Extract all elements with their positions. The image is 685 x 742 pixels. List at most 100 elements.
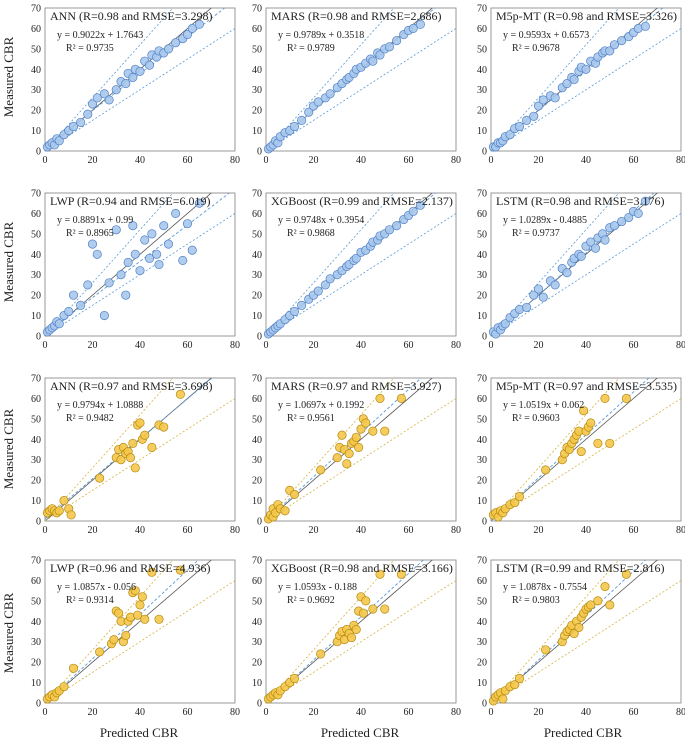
data-point xyxy=(569,74,579,85)
x-tick-label: 20 xyxy=(309,525,319,536)
y-tick-label: 40 xyxy=(477,617,487,628)
data-points xyxy=(42,19,204,152)
data-point xyxy=(147,442,157,453)
data-points xyxy=(488,21,650,152)
data-point xyxy=(325,274,335,284)
data-point xyxy=(144,60,155,70)
data-point xyxy=(392,36,402,46)
x-tick-label: 40 xyxy=(581,707,591,718)
y-tick-label: 50 xyxy=(477,414,487,425)
data-point xyxy=(529,111,539,121)
data-point xyxy=(624,212,634,223)
x-tick-label: 20 xyxy=(88,340,98,351)
y-tick-label: 60 xyxy=(477,24,487,35)
y-tick-label: 10 xyxy=(477,496,487,507)
data-point xyxy=(121,79,131,89)
x-tick-label: 60 xyxy=(183,340,193,351)
x-tick-label: 40 xyxy=(356,340,366,351)
data-point xyxy=(617,36,627,46)
y-tick-label: 30 xyxy=(252,637,262,648)
lower-band-line xyxy=(266,213,456,336)
r-squared: R² = 0.8965 xyxy=(66,228,114,239)
y-tick-label: 0 xyxy=(482,147,487,158)
y-axis-title-row-3: Measured CBR xyxy=(1,408,16,489)
data-point xyxy=(123,257,133,268)
panels: 0 20 40 60 80 0 10 20 30 40 50 60 70 ANN (R=0.98 and … xyxy=(31,4,685,719)
data-points xyxy=(263,200,425,339)
data-points xyxy=(42,389,185,520)
y-tick-label: 40 xyxy=(252,250,262,261)
y-tick-label: 20 xyxy=(31,658,41,669)
identity-line xyxy=(45,193,212,336)
data-point xyxy=(109,635,119,645)
y-tick-label: 40 xyxy=(252,617,262,628)
y-tick-label: 40 xyxy=(477,250,487,261)
panel-title: XGBoost (R=0.99 and RMSE=2.137) xyxy=(271,194,453,208)
r-squared: R² = 0.9561 xyxy=(287,413,335,424)
y-tick-label: 70 xyxy=(477,4,487,15)
data-point xyxy=(175,389,185,399)
y-tick-label: 50 xyxy=(477,229,487,240)
y-tick-label: 70 xyxy=(31,556,41,567)
x-tick-label: 60 xyxy=(404,155,414,166)
lower-band-line xyxy=(45,398,235,521)
data-point xyxy=(92,249,102,259)
panel-title: LWP (R=0.94 and RMSE=6.019) xyxy=(50,194,211,208)
y-tick-label: 30 xyxy=(31,637,41,648)
lower-band-line xyxy=(491,213,681,336)
y-tick-label: 20 xyxy=(477,106,487,117)
data-point xyxy=(116,270,126,280)
panel-6: 0 20 40 60 80 0 10 20 30 40 50 60 70 LSTM (R=0.98 and… xyxy=(477,189,685,352)
y-tick-label: 0 xyxy=(36,699,41,710)
panel-title: M5p-MT (R=0.97 and RMSE=3.535) xyxy=(496,379,677,393)
x-tick-label: 40 xyxy=(356,525,366,536)
y-tick-label: 70 xyxy=(477,374,487,385)
data-point xyxy=(609,221,620,231)
tick-labels: 0 20 40 60 80 0 10 20 30 40 50 60 70 xyxy=(477,556,685,719)
regression-equation: y = 0.9593x + 0.6573 xyxy=(503,30,589,41)
panel-title: ANN (R=0.97 and RMSE=3.698) xyxy=(50,379,213,393)
panel-title: LSTM (R=0.99 and RMSE=2.816) xyxy=(496,561,665,575)
regression-equation: y = 1.0857x - 0.056 xyxy=(57,582,136,593)
data-point xyxy=(368,604,378,614)
data-point xyxy=(541,465,551,475)
y-tick-label: 10 xyxy=(252,496,262,507)
data-point xyxy=(356,424,366,434)
data-point xyxy=(121,631,131,641)
r-squared: R² = 0.9803 xyxy=(512,595,560,606)
x-tick-label: 0 xyxy=(43,155,48,166)
y-tick-label: 70 xyxy=(252,556,262,567)
r-squared: R² = 0.9735 xyxy=(66,43,114,54)
data-point xyxy=(135,418,145,428)
x-tick-label: 0 xyxy=(264,340,269,351)
y-tick-label: 10 xyxy=(252,126,262,137)
y-tick-label: 30 xyxy=(477,270,487,281)
data-point xyxy=(316,649,326,659)
data-point xyxy=(95,647,105,657)
tick-labels: 0 20 40 60 80 0 10 20 30 40 50 60 70 xyxy=(477,189,685,352)
panel-12: 0 20 40 60 80 0 10 20 30 40 50 60 70 LSTM (R=0.99 and… xyxy=(477,556,685,719)
y-tick-label: 0 xyxy=(257,517,262,528)
y-tick-label: 60 xyxy=(31,576,41,587)
data-point xyxy=(152,249,162,259)
y-tick-label: 70 xyxy=(31,374,41,385)
data-point xyxy=(289,673,300,684)
y-tick-label: 50 xyxy=(477,44,487,55)
data-point xyxy=(135,600,145,610)
data-points xyxy=(42,565,185,704)
x-axis-title-col-1: Predicted CBR xyxy=(100,725,179,740)
data-point xyxy=(59,496,69,506)
y-tick-label: 40 xyxy=(252,65,262,76)
data-point xyxy=(76,117,86,127)
data-point xyxy=(344,449,354,459)
data-point xyxy=(593,438,603,448)
y-tick-label: 60 xyxy=(252,24,262,35)
plot-frame xyxy=(44,377,236,522)
data-point xyxy=(593,596,603,606)
data-point xyxy=(154,259,164,270)
data-point xyxy=(550,93,560,103)
x-tick-label: 0 xyxy=(264,707,269,718)
y-tick-label: 60 xyxy=(31,209,41,220)
data-point xyxy=(380,604,390,614)
y-tick-label: 40 xyxy=(31,250,41,261)
